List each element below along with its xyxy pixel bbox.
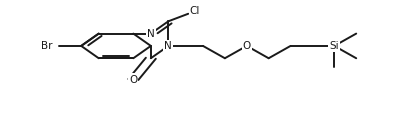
Text: N: N bbox=[164, 41, 172, 51]
Text: Cl: Cl bbox=[190, 6, 200, 16]
Text: O: O bbox=[243, 41, 251, 51]
Text: O: O bbox=[129, 74, 137, 85]
Text: N: N bbox=[147, 29, 155, 39]
Text: Si: Si bbox=[330, 41, 339, 51]
Text: Br: Br bbox=[41, 41, 53, 51]
